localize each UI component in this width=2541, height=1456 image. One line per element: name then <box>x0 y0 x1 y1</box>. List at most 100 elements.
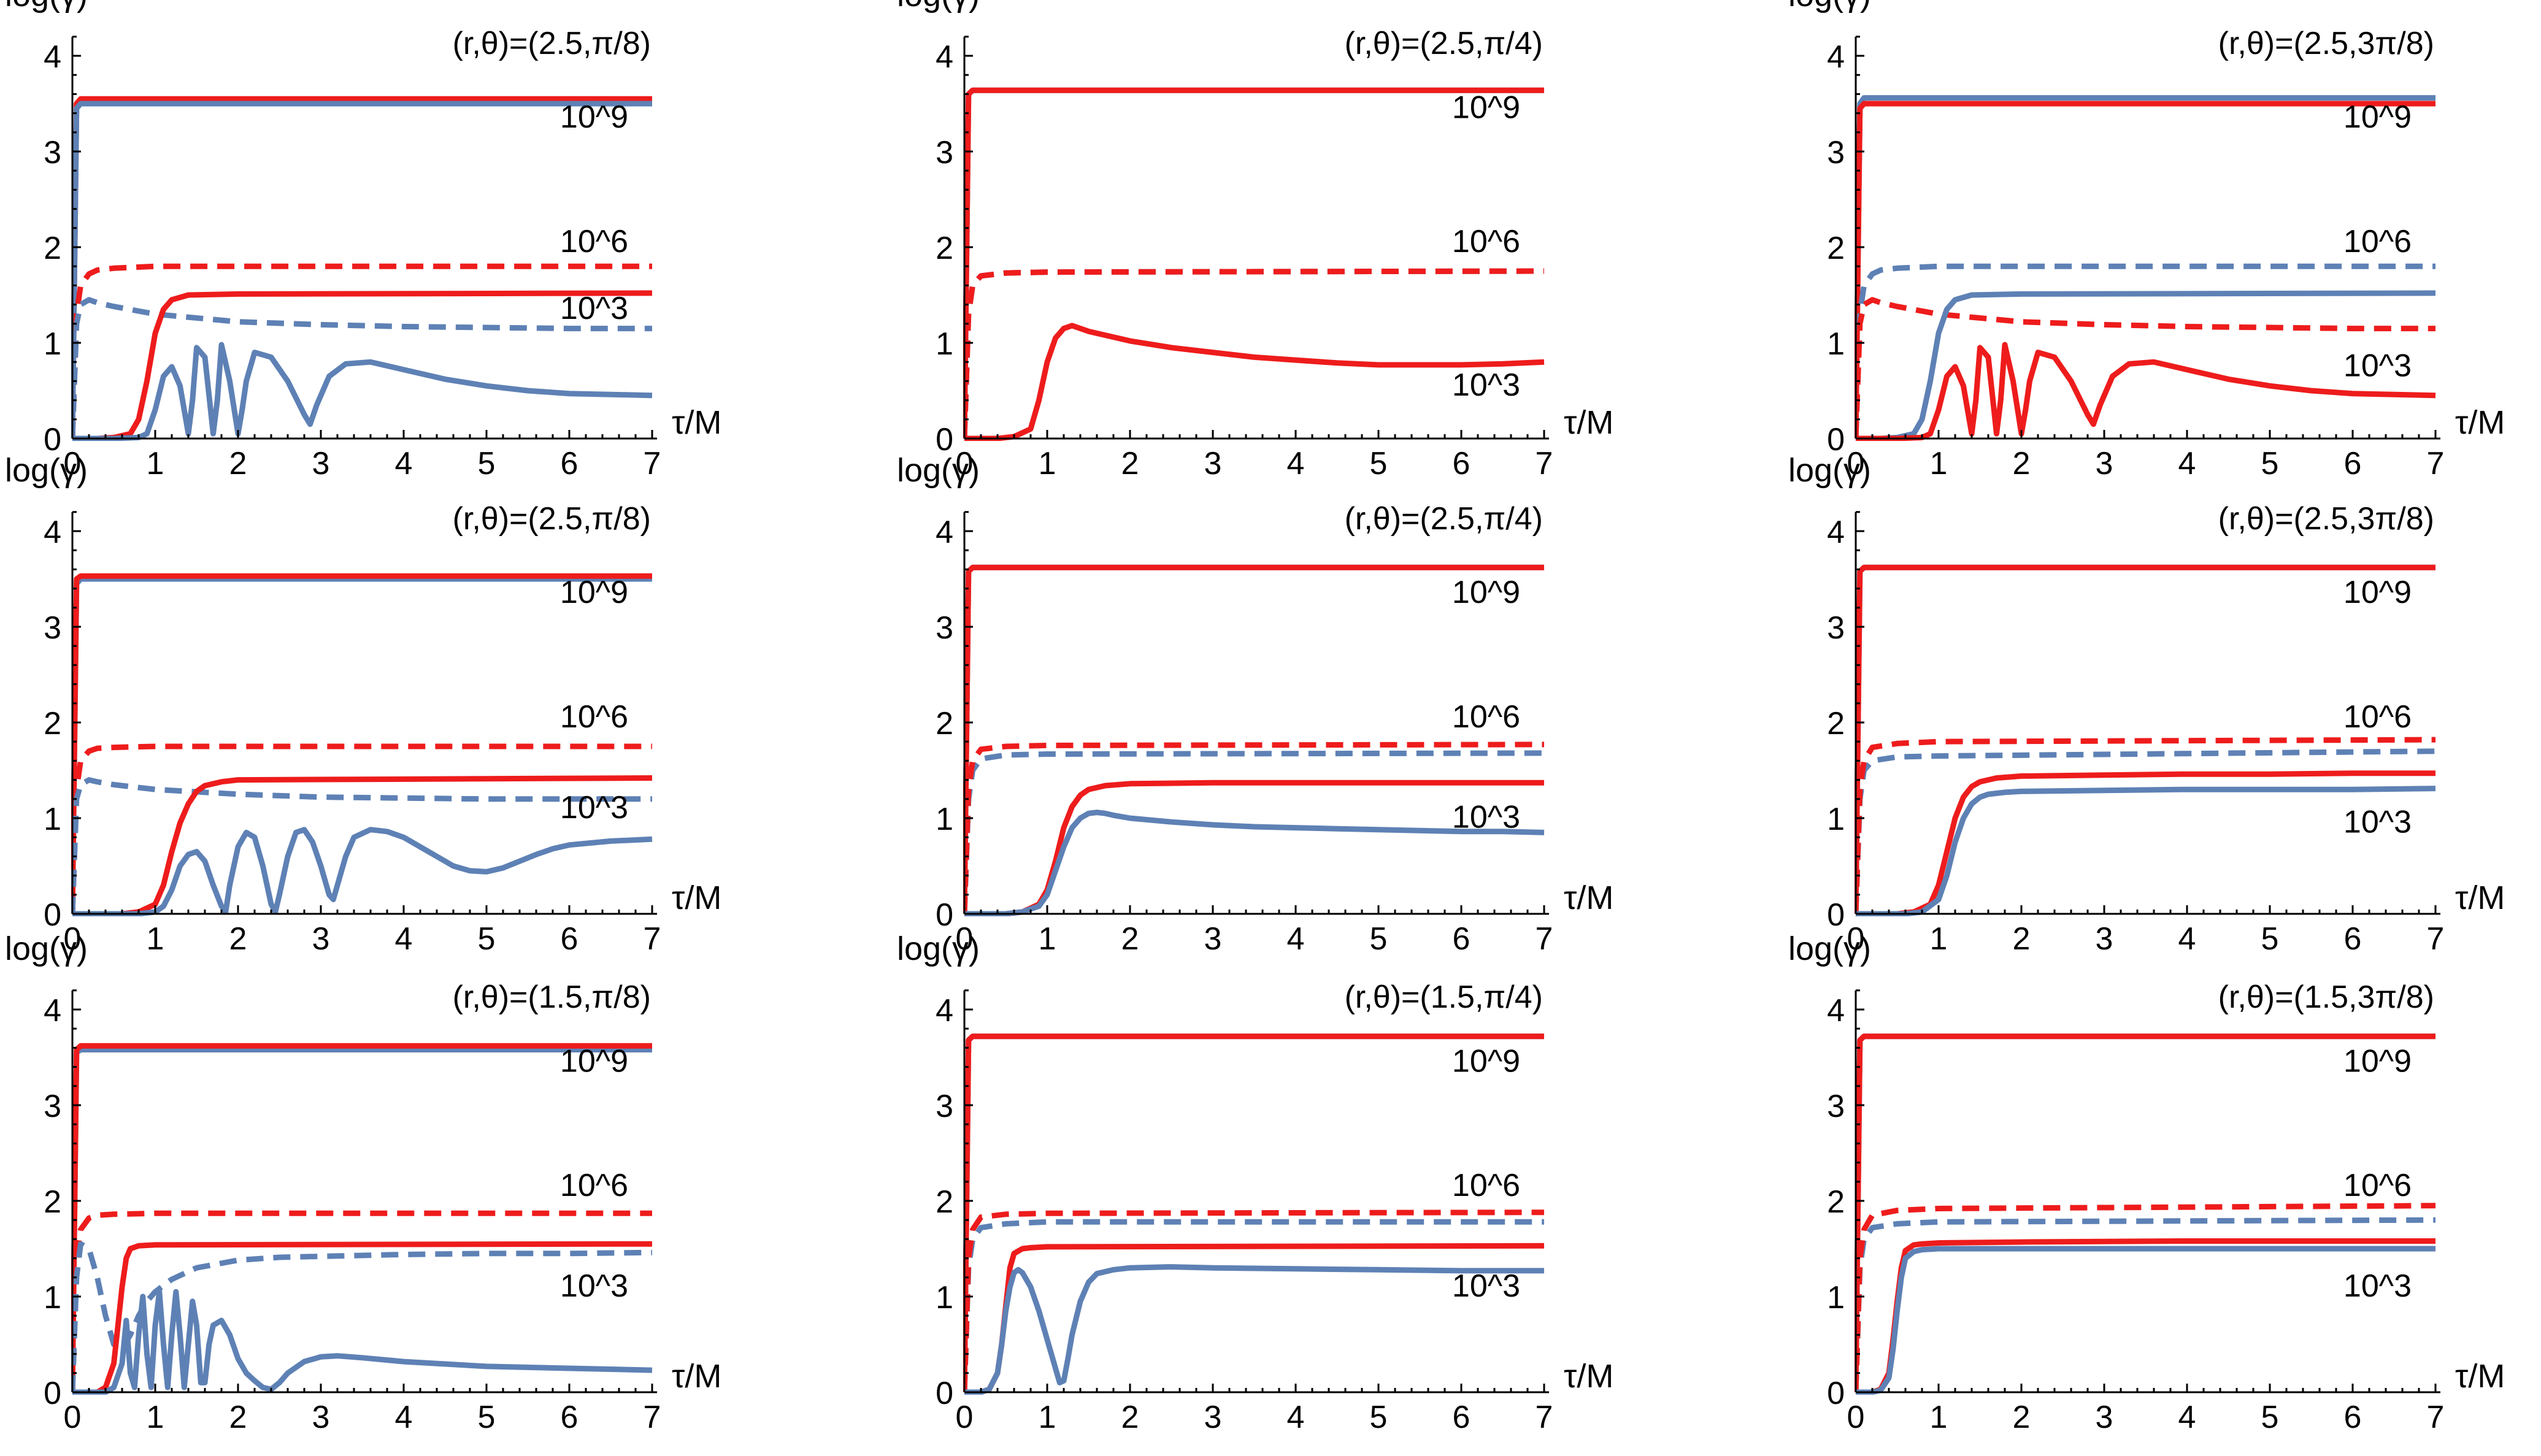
y-tick-label: 0 <box>44 422 61 458</box>
x-tick-label: 1 <box>147 1400 164 1435</box>
y-tick-label: 4 <box>44 993 61 1029</box>
series-group <box>1855 95 2436 442</box>
x-tick-label: 5 <box>1370 921 1388 957</box>
x-tick-label: 6 <box>2344 446 2362 481</box>
x-tick-label: 2 <box>1121 446 1139 481</box>
y-axis-label: log(γ) <box>897 930 980 967</box>
x-tick-label: 6 <box>1453 921 1470 957</box>
curve-label: 10^9 <box>1452 90 1520 125</box>
y-tick-label: 1 <box>1827 1280 1845 1316</box>
x-tick-label: 2 <box>1121 1400 1139 1435</box>
y-axis-label: log(γ) <box>897 0 980 13</box>
x-tick-label: 7 <box>1536 921 1553 957</box>
series-line-blue-solid <box>72 1289 653 1395</box>
y-tick-label: 0 <box>936 1376 953 1411</box>
series-line-blue-solid <box>964 810 1545 916</box>
x-tick-label: 1 <box>1039 921 1056 957</box>
x-tick-label: 4 <box>2178 921 2196 957</box>
y-tick-label: 3 <box>1827 610 1845 646</box>
y-tick-label: 3 <box>936 135 953 171</box>
curve-label: 10^3 <box>1452 367 1520 403</box>
panel-title: (r,θ)=(2.5,π/4) <box>1345 26 1543 61</box>
panel-title: (r,θ)=(2.5,3π/8) <box>2218 501 2434 537</box>
series-line-red-dashed <box>963 741 1545 914</box>
y-tick-label: 0 <box>44 1376 61 1411</box>
x-tick-label: 1 <box>1039 446 1056 481</box>
x-tick-label: 5 <box>2261 1400 2279 1435</box>
curve-label: 10^9 <box>1452 1043 1520 1079</box>
y-tick-label: 4 <box>1827 515 1845 550</box>
x-tick-label: 6 <box>2344 1400 2362 1435</box>
x-tick-label: 3 <box>312 446 330 481</box>
series-line-blue-solid <box>72 827 653 916</box>
series-line-red-solid <box>71 1043 652 1393</box>
y-tick-label: 2 <box>936 706 953 741</box>
y-axis-label: log(γ) <box>1788 0 1871 13</box>
y-tick-label: 0 <box>936 897 953 933</box>
series-line-red-dashed <box>963 1209 1545 1393</box>
x-tick-label: 1 <box>1039 1400 1056 1435</box>
x-axis-label: τ/M <box>2455 1358 2505 1395</box>
chart-panel: 0 1 2 3 4 5 6 7 0 1 2 3 4 log(γ) τ/M (r,θ)=(2.5,π/4) 10^… <box>897 0 1613 481</box>
series-line-red-dashed <box>71 743 652 914</box>
y-tick-label: 4 <box>44 39 61 75</box>
y-tick-label: 2 <box>1827 231 1845 266</box>
series-line-red-solid <box>963 564 1544 914</box>
x-tick-label: 7 <box>2427 921 2445 957</box>
series-group <box>1855 1033 2436 1395</box>
x-tick-label: 3 <box>2096 921 2113 957</box>
x-tick-label: 7 <box>644 446 661 481</box>
x-tick-label: 5 <box>2261 446 2279 481</box>
series-line-red-solid <box>1856 342 2436 442</box>
y-tick-label: 0 <box>1827 1376 1845 1411</box>
curve-label: 10^9 <box>560 575 628 610</box>
curve-label: 10^9 <box>560 1043 628 1079</box>
x-axis-label: τ/M <box>1564 879 1613 916</box>
x-tick-label: 6 <box>561 446 579 481</box>
curve-label: 10^9 <box>1452 575 1520 610</box>
curve-label: 10^6 <box>1452 699 1520 735</box>
y-axis-label: log(γ) <box>1788 452 1871 489</box>
y-tick-label: 1 <box>44 326 61 362</box>
curve-label: 10^6 <box>2343 224 2412 259</box>
chart-panel: 0 1 2 3 4 5 6 7 0 1 2 3 4 log(γ) τ/M (r,θ)=(2.5,3π/8) 10… <box>1788 452 2505 957</box>
x-tick-label: 7 <box>1536 1400 1553 1435</box>
x-tick-label: 3 <box>1204 921 1222 957</box>
series-line-red-dashed <box>1855 1203 2436 1393</box>
x-tick-label: 6 <box>561 921 579 957</box>
x-tick-label: 7 <box>644 1400 661 1435</box>
x-tick-label: 3 <box>1204 1400 1222 1435</box>
y-tick-label: 2 <box>936 1184 953 1220</box>
x-tick-label: 3 <box>1204 446 1222 481</box>
x-axis-label: τ/M <box>672 879 721 916</box>
x-tick-label: 0 <box>64 1400 82 1435</box>
series-line-red-solid <box>1855 564 2435 914</box>
x-tick-label: 0 <box>1847 921 1865 957</box>
x-tick-label: 5 <box>2261 921 2279 957</box>
x-tick-label: 6 <box>1453 446 1470 481</box>
x-tick-label: 0 <box>1847 1400 1865 1435</box>
panel-title: (r,θ)=(1.5,π/8) <box>453 979 651 1015</box>
chart-panel: 0 1 2 3 4 5 6 7 0 1 2 3 4 log(γ) τ/M (r,θ)=(1.5,3π/8) 10… <box>1788 930 2505 1435</box>
x-tick-label: 3 <box>2096 1400 2113 1435</box>
x-tick-label: 0 <box>64 921 82 957</box>
x-tick-label: 4 <box>395 921 413 957</box>
curve-label: 10^6 <box>560 224 628 259</box>
x-axis-label: τ/M <box>2455 404 2505 441</box>
y-tick-label: 3 <box>1827 135 1845 171</box>
chart-panel: 0 1 2 3 4 5 6 7 0 1 2 3 4 log(γ) τ/M (r,θ)=(2.5,π/4) 10^… <box>897 452 1613 957</box>
y-tick-label: 4 <box>1827 39 1845 75</box>
x-axis-label: τ/M <box>1564 404 1613 441</box>
y-tick-label: 2 <box>936 231 953 266</box>
series-line-red-solid <box>1855 1033 2435 1393</box>
y-tick-label: 3 <box>44 1089 61 1124</box>
x-tick-label: 4 <box>2178 446 2196 481</box>
series-group <box>71 573 653 916</box>
y-axis-label: log(γ) <box>5 0 88 13</box>
x-tick-label: 2 <box>2013 1400 2031 1435</box>
x-tick-label: 3 <box>312 1400 330 1435</box>
y-tick-label: 4 <box>936 993 953 1029</box>
x-tick-label: 0 <box>956 921 974 957</box>
x-tick-label: 1 <box>1930 921 1948 957</box>
curve-label: 10^6 <box>1452 224 1520 259</box>
